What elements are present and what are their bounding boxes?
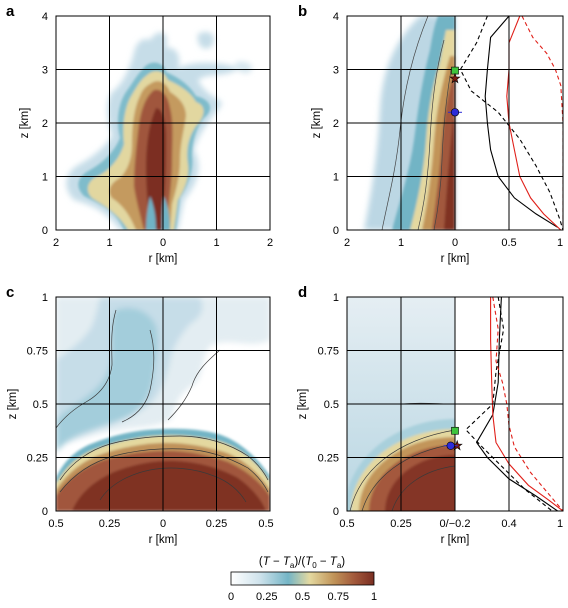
marker-circle	[450, 108, 460, 117]
panel-b: b	[298, 3, 564, 265]
tick-label: 3	[42, 65, 48, 77]
colorbar-tick: 0.5	[295, 591, 310, 603]
tick-label: 1	[557, 518, 563, 530]
tick-label: 0.5	[339, 518, 354, 530]
panel-d-x-ticks: 0.5 0.25 0/−0.2 0.4 1	[339, 518, 563, 530]
tick-label: 0.25	[390, 518, 411, 530]
tick-label: 0/−0.2	[440, 518, 471, 530]
panel-a-y-ticks: 0 1 2 3 4	[42, 11, 48, 237]
tick-label: 0.25	[206, 518, 227, 530]
panel-c-x-ticks: 0.5 0.25 0 0.25 0.5	[48, 518, 273, 530]
colorbar-tick: 1	[371, 591, 377, 603]
tick-label: 0.75	[27, 346, 48, 358]
marker-star	[449, 72, 461, 84]
tick-label: 1	[557, 237, 563, 249]
tick-label: 0.4	[501, 518, 516, 530]
tick-label: 1	[213, 237, 219, 249]
tick-label: 4	[333, 11, 339, 23]
x-axis-label: r [km]	[149, 534, 178, 546]
panel-a-grid	[55, 15, 271, 231]
tick-label: 4	[42, 11, 48, 23]
tick-label: 0.25	[27, 453, 48, 465]
profile-line-3	[490, 297, 563, 511]
tick-label: 0.5	[501, 237, 516, 249]
tick-label: 0.75	[318, 346, 339, 358]
marker-square	[451, 426, 459, 435]
panel-letter-d: d	[298, 284, 307, 301]
profile-line-1	[484, 16, 558, 228]
tick-label: 1	[42, 172, 48, 184]
y-axis-label: z [km]	[311, 108, 323, 139]
profile-line-4	[492, 297, 563, 511]
tick-label: 1	[333, 172, 339, 184]
panel-b-x-ticks: 2 1 0 0.5 1	[344, 237, 563, 249]
tick-label: 0.5	[258, 518, 273, 530]
marker-circle	[446, 441, 455, 450]
colorbar-label: (T − Ta)/(T0 − Ta)	[259, 556, 345, 570]
tick-label: 1	[106, 237, 112, 249]
panel-c-grid	[55, 296, 271, 512]
panel-c-y-ticks: 0 0.25 0.5 0.75 1	[27, 292, 48, 518]
panel-d-y-ticks: 0 0.25 0.5 0.75 1	[318, 292, 339, 518]
x-axis-label: r [km]	[149, 253, 178, 265]
tick-label: 2	[344, 237, 350, 249]
tick-label: 2	[333, 118, 339, 130]
panel-a-x-ticks: 2 1 0 1 2	[53, 237, 273, 249]
tick-label: 0	[160, 237, 166, 249]
colorbar-gradient	[230, 571, 375, 586]
panel-b-markers	[448, 66, 462, 117]
panel-d-markers	[443, 426, 463, 451]
tick-label: 0	[333, 506, 339, 518]
panel-b-y-ticks: 0 1 2 3 4	[333, 11, 339, 237]
tick-label: 0.5	[324, 399, 339, 411]
y-axis-label: z [km]	[7, 389, 19, 420]
panel-d-lines	[465, 297, 563, 511]
colorbar: (T − Ta)/(T0 − Ta) 0 0.25 0.5 0.75 1	[228, 556, 377, 603]
tick-label: 1	[333, 292, 339, 304]
x-axis-label: r [km]	[441, 253, 470, 265]
tick-label: 0.25	[318, 453, 339, 465]
tick-label: 2	[42, 118, 48, 130]
tick-label: 1	[42, 292, 48, 304]
tick-label: 0.25	[99, 518, 120, 530]
tick-label: 0	[160, 518, 166, 530]
panel-letter-c: c	[6, 284, 14, 301]
panel-d-grid	[346, 296, 564, 512]
tick-label: 1	[398, 237, 404, 249]
panel-letter-a: a	[6, 3, 15, 20]
panel-a: a	[6, 3, 273, 265]
colorbar-tick: 0.25	[256, 591, 277, 603]
panel-c: c	[6, 284, 274, 546]
tick-label: 0	[333, 225, 339, 237]
y-axis-label: z [km]	[297, 389, 309, 420]
tick-label: 0	[42, 506, 48, 518]
tick-label: 2	[53, 237, 59, 249]
colorbar-tick: 0.75	[328, 591, 349, 603]
tick-label: 0.5	[33, 399, 48, 411]
tick-label: 2	[267, 237, 273, 249]
panel-letter-b: b	[298, 3, 307, 20]
profile-line-2	[465, 297, 553, 511]
tick-label: 0.5	[48, 518, 63, 530]
tick-label: 0	[452, 237, 458, 249]
tick-label: 0	[42, 225, 48, 237]
y-axis-label: z [km]	[19, 108, 31, 139]
tick-label: 3	[333, 65, 339, 77]
x-axis-label: r [km]	[441, 534, 470, 546]
panel-d: d	[297, 284, 564, 546]
profile-line-4	[521, 16, 563, 230]
colorbar-tick: 0	[228, 591, 234, 603]
